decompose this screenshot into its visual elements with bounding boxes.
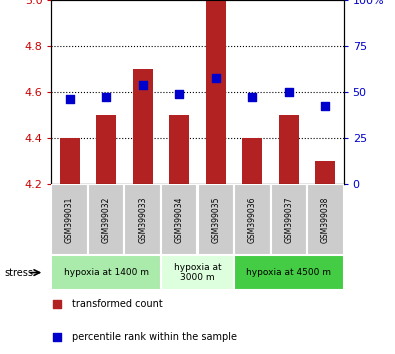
- Text: GSM399034: GSM399034: [175, 196, 184, 243]
- Bar: [206, 0, 226, 184]
- Bar: [124, 184, 161, 255]
- Point: [286, 89, 292, 95]
- Point: [249, 94, 256, 99]
- Bar: [279, 115, 299, 184]
- Bar: [271, 184, 307, 255]
- Text: hypoxia at 4500 m: hypoxia at 4500 m: [246, 268, 331, 277]
- Point: [213, 75, 219, 81]
- Point: [54, 302, 60, 307]
- Bar: [133, 69, 153, 184]
- Bar: [242, 138, 262, 184]
- Bar: [96, 115, 116, 184]
- Text: GSM399033: GSM399033: [138, 196, 147, 243]
- Text: GSM399038: GSM399038: [321, 196, 330, 243]
- Bar: [51, 184, 88, 255]
- Point: [103, 94, 109, 99]
- Text: GSM399037: GSM399037: [284, 196, 293, 243]
- Text: percentile rank within the sample: percentile rank within the sample: [72, 332, 237, 342]
- Bar: [161, 184, 198, 255]
- Text: stress: stress: [4, 268, 33, 278]
- Text: GSM399036: GSM399036: [248, 196, 257, 243]
- Point: [176, 92, 182, 97]
- Bar: [161, 255, 234, 290]
- Text: hypoxia at 1400 m: hypoxia at 1400 m: [64, 268, 149, 277]
- Bar: [60, 138, 80, 184]
- Text: GSM399032: GSM399032: [102, 196, 111, 243]
- Bar: [51, 255, 161, 290]
- Bar: [88, 184, 124, 255]
- Bar: [307, 184, 344, 255]
- Point: [322, 103, 329, 109]
- Bar: [234, 184, 271, 255]
- Text: hypoxia at
3000 m: hypoxia at 3000 m: [174, 263, 221, 282]
- Text: GSM399031: GSM399031: [65, 196, 74, 243]
- Point: [139, 82, 146, 88]
- Text: transformed count: transformed count: [72, 299, 163, 309]
- Bar: [234, 255, 344, 290]
- Bar: [198, 184, 234, 255]
- Text: GSM399035: GSM399035: [211, 196, 220, 243]
- Point: [54, 335, 60, 340]
- Point: [66, 96, 73, 102]
- Bar: [315, 161, 335, 184]
- Bar: [169, 115, 189, 184]
